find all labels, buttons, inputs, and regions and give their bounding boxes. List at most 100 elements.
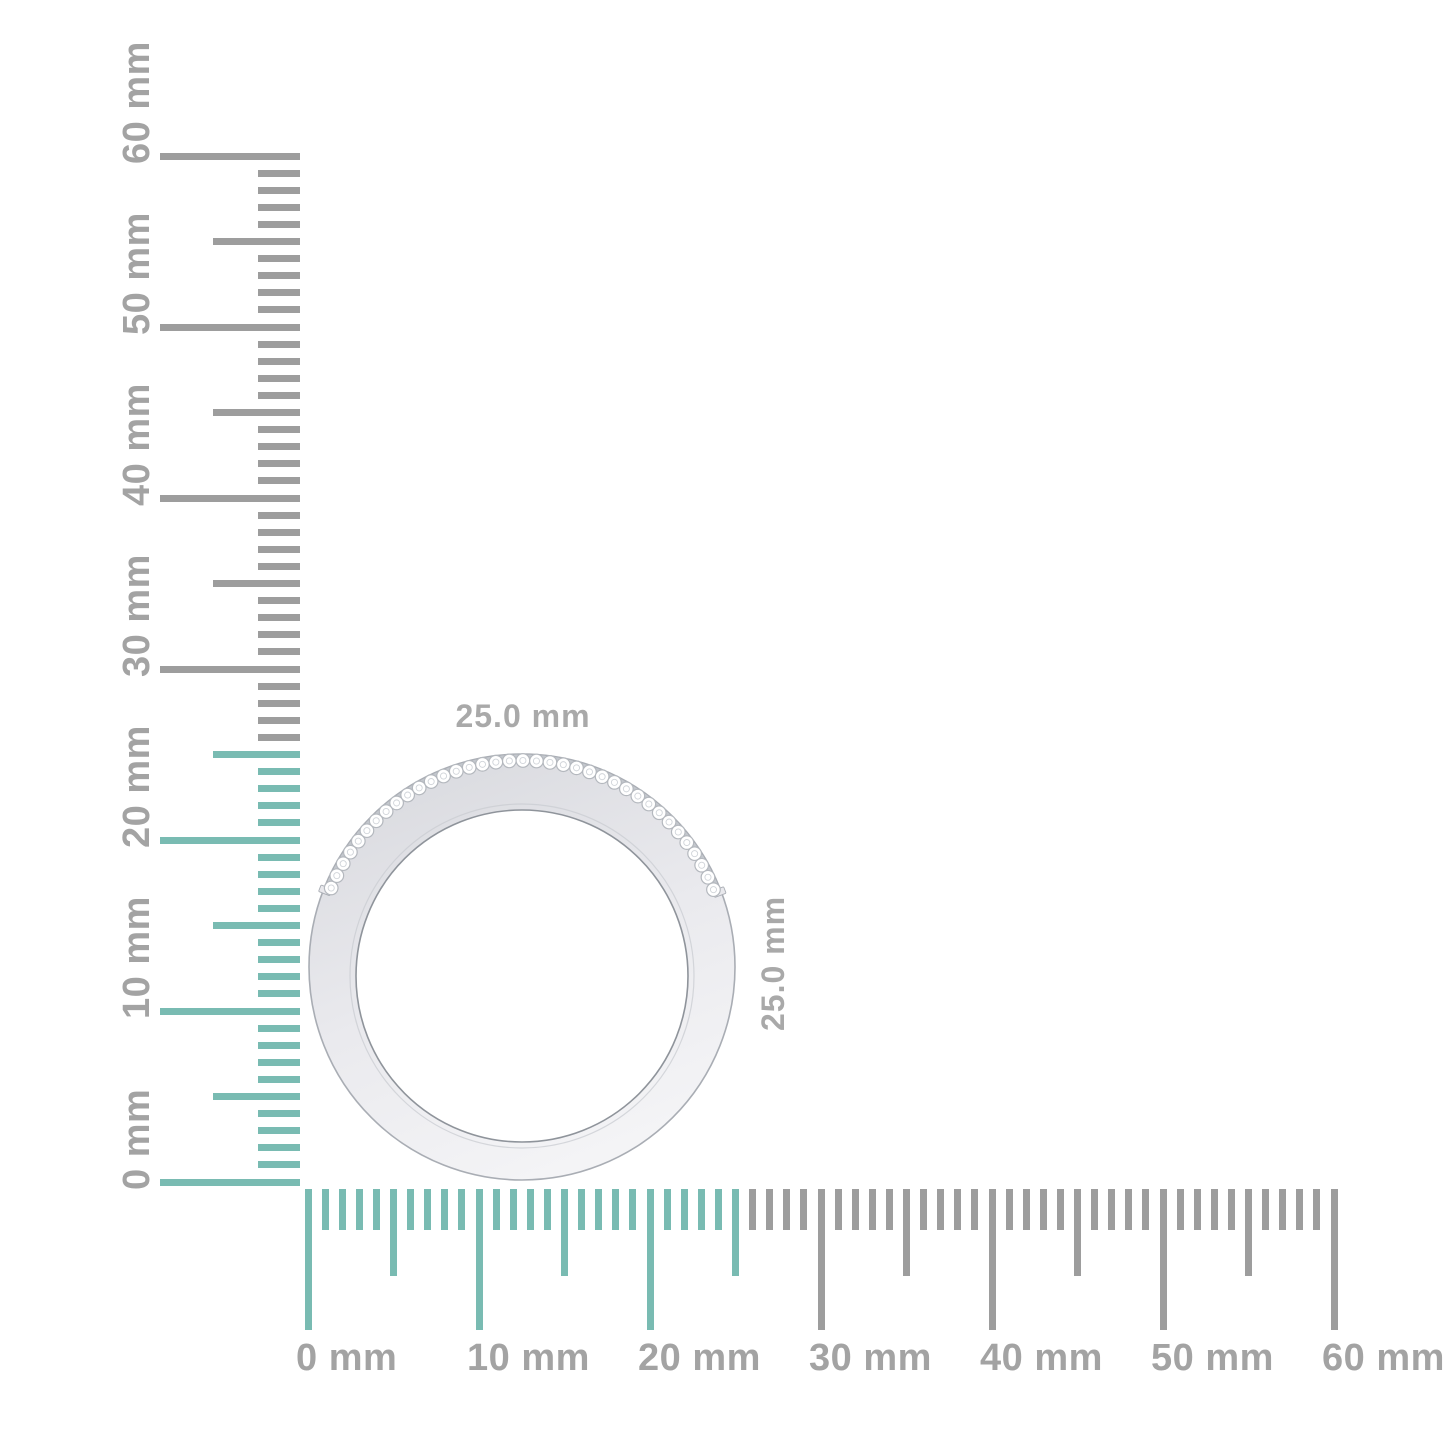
- vertical-ruler-tick-5mm: [213, 1093, 300, 1100]
- vertical-ruler-tick-27mm: [258, 716, 300, 724]
- vertical-ruler-tick-57mm: [258, 203, 300, 211]
- vertical-ruler-tick-44mm: [258, 426, 300, 434]
- vertical-ruler-tick-11mm: [258, 990, 300, 998]
- vertical-ruler-tick-3mm: [258, 1127, 300, 1135]
- ring-inner-highlight: [349, 803, 695, 1149]
- horizontal-ruler-label-60mm: 60 mm: [1322, 1337, 1445, 1379]
- horizontal-ruler-tick-6mm: [407, 1189, 415, 1230]
- horizontal-ruler-tick-8mm: [441, 1189, 449, 1230]
- diamond-stone: [641, 796, 657, 812]
- horizontal-ruler-tick-15mm: [561, 1189, 568, 1276]
- vertical-ruler-tick-32mm: [258, 631, 300, 639]
- horizontal-ruler-tick-27mm: [766, 1189, 774, 1230]
- diamond-stone: [400, 787, 416, 803]
- diamond-stone: [670, 824, 686, 840]
- horizontal-ruler-tick-55mm: [1245, 1189, 1252, 1276]
- diamond-facet: [704, 873, 712, 881]
- diamond-facet: [382, 808, 390, 816]
- diamond-stone: [501, 753, 517, 769]
- vertical-ruler-tick-56mm: [258, 220, 300, 228]
- diamond-stone: [488, 754, 504, 770]
- diamond-stone: [448, 763, 464, 779]
- horizontal-ruler-tick-7mm: [424, 1189, 432, 1230]
- horizontal-ruler-tick-34mm: [885, 1189, 893, 1230]
- horizontal-ruler-tick-36mm: [920, 1189, 928, 1230]
- vertical-ruler-tick-51mm: [258, 306, 300, 314]
- horizontal-ruler-label-30mm: 30 mm: [809, 1337, 932, 1379]
- vertical-ruler-tick-40mm: [160, 494, 300, 502]
- horizontal-ruler-tick-49mm: [1142, 1189, 1150, 1230]
- horizontal-ruler-tick-19mm: [629, 1189, 637, 1230]
- diamond-facet: [354, 837, 362, 845]
- diamond-facet: [622, 785, 630, 793]
- diamond-facet: [465, 763, 473, 771]
- horizontal-ruler-tick-31mm: [834, 1189, 842, 1230]
- diamond-stone: [329, 868, 345, 884]
- horizontal-ruler-tick-2mm: [338, 1189, 346, 1230]
- vertical-ruler-tick-54mm: [258, 255, 300, 263]
- vertical-ruler-tick-30mm: [160, 665, 300, 673]
- horizontal-ruler-tick-22mm: [680, 1189, 688, 1230]
- horizontal-ruler-tick-28mm: [783, 1189, 791, 1230]
- vertical-ruler-tick-16mm: [258, 904, 300, 912]
- horizontal-ruler-tick-4mm: [372, 1189, 380, 1230]
- horizontal-ruler-tick-46mm: [1091, 1189, 1099, 1230]
- horizontal-ruler-label-40mm: 40 mm: [980, 1337, 1103, 1379]
- diamond-facet: [427, 778, 435, 786]
- vertical-ruler-tick-49mm: [258, 340, 300, 348]
- diamond-stone: [694, 857, 710, 873]
- diamond-stone: [529, 753, 544, 769]
- diamond-stone: [569, 760, 584, 776]
- diamond-facet: [546, 758, 554, 766]
- diamond-facet: [327, 884, 335, 892]
- diamond-stone: [700, 869, 716, 885]
- diamond-stone: [651, 805, 667, 821]
- horizontal-ruler-tick-23mm: [697, 1189, 705, 1230]
- diamond-stone: [555, 757, 571, 773]
- horizontal-ruler-tick-37mm: [937, 1189, 945, 1230]
- horizontal-ruler-tick-13mm: [526, 1189, 534, 1230]
- diamond-facet: [698, 861, 706, 869]
- diamond-facet: [339, 860, 347, 868]
- vertical-ruler-tick-9mm: [258, 1024, 300, 1032]
- vertical-ruler-tick-58mm: [258, 186, 300, 194]
- vertical-ruler-tick-60mm: [160, 152, 300, 160]
- ring-width-dimension-label: 25.0 mm: [455, 698, 591, 734]
- horizontal-ruler-tick-50mm: [1159, 1189, 1167, 1330]
- diamond-facet: [572, 764, 581, 772]
- horizontal-ruler-label-50mm: 50 mm: [1151, 1337, 1274, 1379]
- diamond-facet: [440, 772, 448, 780]
- diamond-stone: [475, 756, 490, 772]
- diamond-facet: [519, 756, 527, 765]
- horizontal-ruler-tick-60mm: [1330, 1189, 1338, 1330]
- diamond-facet: [372, 817, 380, 825]
- vertical-ruler-tick-42mm: [258, 460, 300, 468]
- diamond-facet: [346, 848, 354, 856]
- horizontal-ruler-tick-59mm: [1313, 1189, 1321, 1230]
- horizontal-ruler-tick-5mm: [390, 1189, 397, 1276]
- horizontal-ruler-tick-41mm: [1005, 1189, 1013, 1230]
- horizontal-ruler-tick-44mm: [1056, 1189, 1064, 1230]
- diamond-stone: [359, 823, 375, 839]
- diamond-facet: [634, 792, 642, 800]
- diamond-stone: [618, 781, 634, 797]
- vertical-ruler-tick-59mm: [258, 169, 300, 177]
- diamond-stone: [342, 844, 358, 860]
- horizontal-ruler-tick-47mm: [1108, 1189, 1116, 1230]
- diamond-facet: [492, 758, 500, 766]
- vertical-ruler-tick-37mm: [258, 545, 300, 553]
- horizontal-ruler-tick-40mm: [988, 1189, 996, 1330]
- horizontal-ruler-tick-21mm: [663, 1189, 671, 1230]
- horizontal-ruler-tick-20mm: [646, 1189, 654, 1330]
- vertical-ruler-tick-13mm: [258, 956, 300, 964]
- ring-diamonds: [318, 753, 727, 898]
- vertical-ruler-tick-55mm: [213, 238, 300, 245]
- vertical-ruler-label-40mm: 40 mm: [116, 383, 158, 506]
- vertical-ruler-tick-1mm: [258, 1161, 300, 1169]
- horizontal-ruler-tick-9mm: [458, 1189, 466, 1230]
- diamond-facet: [655, 809, 663, 817]
- horizontal-ruler-tick-43mm: [1039, 1189, 1047, 1230]
- horizontal-ruler-tick-16mm: [578, 1189, 586, 1230]
